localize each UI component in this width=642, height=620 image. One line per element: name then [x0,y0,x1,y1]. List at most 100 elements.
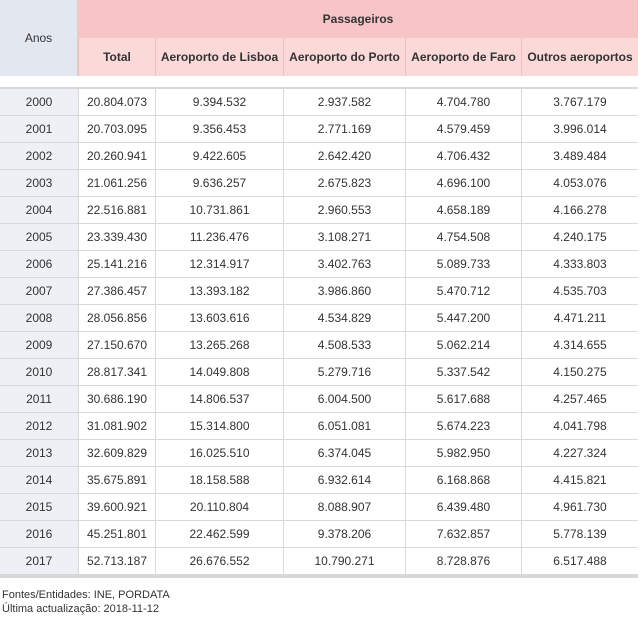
value-cell: 30.686.190 [79,386,155,412]
value-cell: 3.767.179 [522,89,638,115]
value-cell: 31.081.902 [79,413,155,439]
value-cell: 9.356.453 [156,116,283,142]
value-cell: 4.471.211 [522,305,638,331]
value-cell: 45.251.801 [79,521,155,547]
value-cell: 4.314.655 [522,332,638,358]
value-cell: 32.609.829 [79,440,155,466]
year-cell: 2006 [0,251,78,277]
value-cell: 2.642.420 [284,143,405,169]
value-cell: 28.817.341 [79,359,155,385]
value-cell: 4.166.278 [522,197,638,223]
value-cell: 3.402.763 [284,251,405,277]
value-cell: 4.227.324 [522,440,638,466]
column-header: Aeroporto de Lisboa [155,38,283,76]
year-cell: 2001 [0,116,78,142]
value-cell: 3.108.271 [284,224,405,250]
value-cell: 9.422.605 [156,143,283,169]
column-header: Aeroporto de Faro [405,38,521,76]
value-cell: 2.960.553 [284,197,405,223]
year-cell: 2008 [0,305,78,331]
value-cell: 5.279.716 [284,359,405,385]
value-cell: 4.704.780 [406,89,521,115]
value-cell: 10.790.271 [284,548,405,574]
value-cell: 14.806.537 [156,386,283,412]
sources: Fontes/Entidades: INE, PORDATA [2,589,170,601]
value-cell: 28.056.856 [79,305,155,331]
year-cell: 2004 [0,197,78,223]
year-cell: 2002 [0,143,78,169]
value-cell: 5.674.223 [406,413,521,439]
value-cell: 13.265.268 [156,332,283,358]
value-cell: 11.236.476 [156,224,283,250]
value-cell: 9.636.257 [156,170,283,196]
value-cell: 20.260.941 [79,143,155,169]
value-cell: 4.696.100 [406,170,521,196]
value-cell: 7.632.857 [406,521,521,547]
value-cell: 25.141.216 [79,251,155,277]
value-cell: 8.728.876 [406,548,521,574]
value-cell: 3.986.860 [284,278,405,304]
value-cell: 4.535.703 [522,278,638,304]
value-cell: 14.049.808 [156,359,283,385]
cut-row [0,76,638,88]
value-cell: 4.706.432 [406,143,521,169]
value-cell: 26.676.552 [156,548,283,574]
value-cell: 3.489.484 [522,143,638,169]
value-cell: 4.508.533 [284,332,405,358]
value-cell: 5.470.712 [406,278,521,304]
column-header: Total [78,38,155,76]
column-header: Outros aeroportos [521,38,638,76]
year-cell: 2009 [0,332,78,358]
group-header: Passageiros [78,0,638,38]
value-cell: 6.517.488 [522,548,638,574]
value-cell: 9.378.206 [284,521,405,547]
value-cell: 13.393.182 [156,278,283,304]
year-cell: 2017 [0,548,78,574]
year-cell: 2016 [0,521,78,547]
value-cell: 22.516.881 [79,197,155,223]
value-cell: 18.158.588 [156,467,283,493]
value-cell: 35.675.891 [79,467,155,493]
value-cell: 52.713.187 [79,548,155,574]
year-cell: 2011 [0,386,78,412]
value-cell: 4.658.189 [406,197,521,223]
value-cell: 12.314.917 [156,251,283,277]
value-cell: 9.394.532 [156,89,283,115]
value-cell: 5.617.688 [406,386,521,412]
year-cell: 2012 [0,413,78,439]
value-cell: 4.041.798 [522,413,638,439]
year-cell: 2000 [0,89,78,115]
value-cell: 5.337.542 [406,359,521,385]
value-cell: 2.937.582 [284,89,405,115]
value-cell: 27.150.670 [79,332,155,358]
value-cell: 27.386.457 [79,278,155,304]
value-cell: 5.982.950 [406,440,521,466]
value-cell: 6.932.614 [284,467,405,493]
value-cell: 4.579.459 [406,116,521,142]
value-cell: 10.731.861 [156,197,283,223]
value-cell: 20.804.073 [79,89,155,115]
value-cell: 2.675.823 [284,170,405,196]
value-cell: 3.996.014 [522,116,638,142]
value-cell: 4.053.076 [522,170,638,196]
year-cell: 2003 [0,170,78,196]
value-cell: 6.051.081 [284,413,405,439]
value-cell: 5.089.733 [406,251,521,277]
value-cell: 2.771.169 [284,116,405,142]
value-cell: 4.754.508 [406,224,521,250]
value-cell: 4.415.821 [522,467,638,493]
year-cell: 2007 [0,278,78,304]
value-cell: 4.240.175 [522,224,638,250]
value-cell: 16.025.510 [156,440,283,466]
year-cell: 2005 [0,224,78,250]
value-cell: 22.462.599 [156,521,283,547]
value-cell: 21.061.256 [79,170,155,196]
value-cell: 23.339.430 [79,224,155,250]
value-cell: 6.439.480 [406,494,521,520]
value-cell: 13.603.616 [156,305,283,331]
value-cell: 4.257.465 [522,386,638,412]
column-header: Aeroporto do Porto [283,38,405,76]
value-cell: 4.961.730 [522,494,638,520]
value-cell: 4.333.803 [522,251,638,277]
